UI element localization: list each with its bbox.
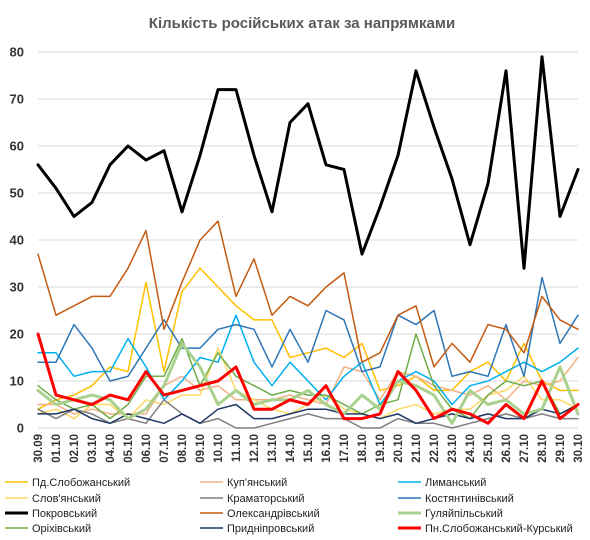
x-tick-label: 21.10 bbox=[411, 434, 423, 463]
x-tick-label: 19.10 bbox=[375, 434, 387, 463]
legend: Пд.Слобожанський Куп'янський Лиманський Сло… bbox=[5, 477, 573, 535]
series-line bbox=[36, 55, 580, 270]
legend-entry: Олександрівський bbox=[227, 508, 320, 520]
x-tick-label: 11.10 bbox=[231, 434, 243, 462]
legend-entry: Куп'янський bbox=[227, 477, 287, 489]
y-tick-label: 30 bbox=[10, 280, 24, 295]
x-tick-label: 18.10 bbox=[357, 434, 369, 463]
x-tick-label: 08.10 bbox=[177, 434, 189, 463]
x-tick-label: 26.10 bbox=[501, 434, 513, 463]
x-tick-label: 24.10 bbox=[465, 434, 477, 463]
x-tick-label: 20.10 bbox=[393, 434, 405, 463]
x-tick-label: 28.10 bbox=[537, 434, 549, 463]
x-tick-label: 03.10 bbox=[87, 434, 99, 463]
x-tick-label: 23.10 bbox=[447, 434, 459, 463]
series-line bbox=[37, 333, 579, 420]
legend-entry: Покровський bbox=[32, 508, 97, 520]
y-tick-label: 10 bbox=[10, 374, 24, 389]
x-tick-label: 16.10 bbox=[321, 434, 333, 463]
legend-entry: Лиманський bbox=[425, 477, 486, 489]
x-tick-label: 05.10 bbox=[123, 434, 135, 463]
series-line bbox=[37, 267, 579, 410]
x-tick-label: 13.10 bbox=[267, 434, 279, 463]
x-tick-label: 30.09 bbox=[33, 434, 45, 463]
x-tick-label: 27.10 bbox=[519, 434, 531, 463]
x-tick-label: 07.10 bbox=[159, 434, 171, 463]
y-tick-label: 70 bbox=[10, 92, 24, 107]
y-tick-label: 80 bbox=[10, 45, 24, 60]
x-tick-label: 15.10 bbox=[303, 434, 315, 463]
legend-entry: Костянтинівський bbox=[425, 493, 514, 505]
y-tick-label: 50 bbox=[10, 186, 24, 201]
legend-entry: Краматорський bbox=[227, 493, 305, 505]
x-tick-label: 06.10 bbox=[141, 434, 153, 463]
x-tick-label: 02.10 bbox=[69, 434, 81, 463]
y-tick-label: 20 bbox=[10, 327, 24, 342]
x-tick-label: 14.10 bbox=[285, 434, 297, 463]
series-line bbox=[37, 220, 579, 368]
x-tick-label: 25.10 bbox=[483, 434, 495, 463]
legend-entry: Слов'янський bbox=[32, 493, 101, 505]
series-line bbox=[37, 276, 579, 382]
x-tick-label: 12.10 bbox=[249, 434, 261, 463]
x-tick-label: 09.10 bbox=[195, 434, 207, 463]
y-tick-label: 0 bbox=[17, 421, 24, 436]
x-axis: 30.09 01.10 02.10 03.10 04.10 05.10 06.10 07.10… bbox=[33, 434, 585, 463]
y-axis: 0 10 20 30 40 50 60 70 80 bbox=[10, 45, 24, 436]
chart-title: Кількість російських атак за напрямками bbox=[149, 15, 455, 32]
legend-entry: Пн.Слобожанський-Курський bbox=[425, 523, 573, 535]
x-tick-label: 01.10 bbox=[51, 434, 63, 463]
x-tick-label: 17.10 bbox=[339, 434, 351, 463]
legend-entry: Придніпровський bbox=[227, 523, 314, 535]
series-line bbox=[37, 314, 579, 406]
x-tick-label: 10.10 bbox=[213, 434, 225, 463]
x-tick-label: 30.10 bbox=[573, 434, 585, 463]
legend-entry: Гуляйпільський bbox=[425, 508, 503, 520]
series-line bbox=[36, 341, 580, 425]
series-lines bbox=[36, 55, 580, 429]
x-tick-label: 22.10 bbox=[429, 434, 441, 463]
legend-entry: Оріхівський bbox=[32, 523, 91, 535]
series-line bbox=[36, 332, 580, 425]
y-tick-label: 60 bbox=[10, 139, 24, 154]
x-tick-label: 29.10 bbox=[555, 434, 567, 463]
series-line bbox=[37, 403, 579, 425]
legend-entry: Пд.Слобожанський bbox=[32, 477, 130, 489]
y-tick-label: 40 bbox=[10, 233, 24, 248]
x-tick-label: 04.10 bbox=[105, 434, 117, 463]
